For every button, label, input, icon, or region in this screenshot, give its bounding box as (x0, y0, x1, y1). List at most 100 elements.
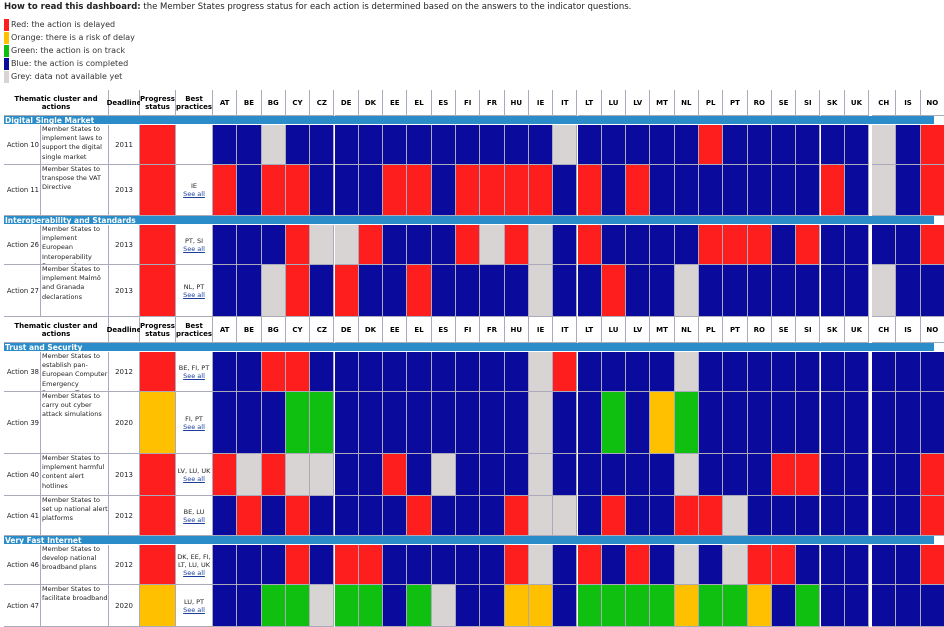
status-cell-de (334, 496, 359, 536)
status-cell-be (237, 585, 262, 627)
status-cell-hu (504, 545, 529, 585)
action-description: Member States to establish pan-European … (41, 352, 109, 392)
header-best-practices: Best practices (176, 317, 213, 343)
legend-label: Green: the action is on track (11, 46, 126, 55)
status-cell-cz (310, 545, 335, 585)
dashboard-intro: How to read this dashboard: the Member S… (4, 2, 631, 12)
status-cell-it (553, 225, 578, 265)
status-cell-si (796, 225, 821, 265)
header-country-es: ES (431, 317, 456, 343)
status-cell-pt (723, 125, 748, 165)
best-practice-countries: NL, PT (183, 282, 205, 291)
header-country-is: IS (896, 90, 921, 116)
status-cell-de (334, 454, 359, 496)
status-cell-no (920, 352, 944, 392)
status-cell-fi (456, 454, 481, 496)
see-all-link[interactable]: See all (183, 290, 205, 299)
action-id: Action 40 (4, 454, 41, 496)
header-country-lv: LV (626, 90, 651, 116)
status-cell-lv (626, 496, 651, 536)
header-progress: Progress status (140, 90, 176, 116)
status-cell-cz (310, 352, 335, 392)
see-all-link[interactable]: See all (183, 605, 205, 614)
status-cell-ro (747, 352, 772, 392)
status-cell-el (407, 265, 432, 317)
see-all-link[interactable]: See all (183, 515, 205, 524)
see-all-link[interactable]: See all (183, 371, 205, 380)
best-practice-countries: LU, PT (183, 597, 205, 606)
action-description: Member States to implement harmful conte… (41, 454, 109, 496)
action-description: Member States to carry out cyber attack … (41, 392, 109, 454)
status-cell-sk (820, 225, 845, 265)
status-cell-it (553, 496, 578, 536)
progress-status-cell (140, 496, 176, 536)
status-cell-it (553, 125, 578, 165)
header-country-at: AT (213, 90, 238, 116)
status-cell-is (896, 225, 921, 265)
action-description: Member States to facilitate broadband (41, 585, 109, 627)
status-cell-be (237, 392, 262, 454)
status-cell-be (237, 352, 262, 392)
action-deadline: 2013 (109, 454, 140, 496)
status-cell-pl (699, 496, 724, 536)
legend-item: Blue: the action is completed (4, 57, 135, 70)
status-cell-el (407, 225, 432, 265)
best-practice-countries: DK, EE, FI, LT, LU, UK (177, 552, 211, 569)
status-cell-sk (820, 125, 845, 165)
see-all-link[interactable]: See all (183, 422, 205, 431)
status-cell-ee (383, 545, 408, 585)
intro-text: the Member States progress status for ea… (140, 2, 632, 12)
status-cell-no (920, 496, 944, 536)
best-practice-countries: BE, FI, PT (178, 363, 210, 372)
status-cell-ro (747, 496, 772, 536)
status-cell-nl (674, 125, 699, 165)
table-row: Action 46 Member States to develop nation… (4, 545, 944, 585)
action-id-label: Action 11 (6, 186, 39, 194)
status-cell-lv (626, 165, 651, 216)
status-cell-ch (872, 585, 897, 627)
see-all-link[interactable]: See all (183, 568, 205, 577)
status-cell-pl (699, 352, 724, 392)
status-cell-no (920, 392, 944, 454)
status-cell-mt (650, 392, 675, 454)
status-cell-sk (820, 165, 845, 216)
status-cell-pl (699, 125, 724, 165)
status-cell-el (407, 454, 432, 496)
status-cell-ch (872, 225, 897, 265)
status-cell-lu (601, 545, 627, 585)
status-cell-si (796, 545, 821, 585)
status-cell-es (431, 352, 456, 392)
status-cell-de (334, 545, 359, 585)
status-cell-pt (723, 392, 748, 454)
header-country-bg: BG (261, 317, 286, 343)
section-heading: Trust and Security (4, 343, 934, 352)
status-cell-mt (650, 496, 675, 536)
best-practices-cell: LU, PT See all (176, 585, 213, 627)
status-cell-ie (528, 496, 554, 536)
legend-item: Orange: there is a risk of delay (4, 31, 135, 44)
action-deadline: 2012 (109, 545, 140, 585)
action-id-label: Action 46 (6, 560, 39, 569)
status-cell-it (553, 352, 578, 392)
header-country-it: IT (553, 317, 578, 343)
status-cell-fr (480, 585, 505, 627)
status-cell-sk (820, 265, 845, 317)
progress-status-cell (140, 225, 176, 265)
best-practice-countries: BE, LU (183, 507, 205, 516)
see-all-link[interactable]: See all (183, 190, 205, 198)
status-cell-ee (383, 165, 408, 216)
action-id-label: Action 41 (6, 511, 39, 520)
status-cell-fr (480, 454, 505, 496)
status-cell-cy (285, 454, 311, 496)
best-practice-countries: PT, SI (184, 236, 204, 245)
status-cell-lv (626, 392, 651, 454)
header-deadline: Deadline (107, 317, 141, 343)
action-description: Member States to implement European Inte… (41, 225, 109, 265)
status-cell-sk (820, 496, 845, 536)
header-country-lv: LV (626, 317, 651, 343)
see-all-link[interactable]: See all (183, 244, 205, 253)
header-country-uk: UK (844, 90, 870, 116)
status-cell-ro (747, 454, 772, 496)
status-cell-lu (601, 392, 627, 454)
see-all-link[interactable]: See all (183, 474, 205, 483)
